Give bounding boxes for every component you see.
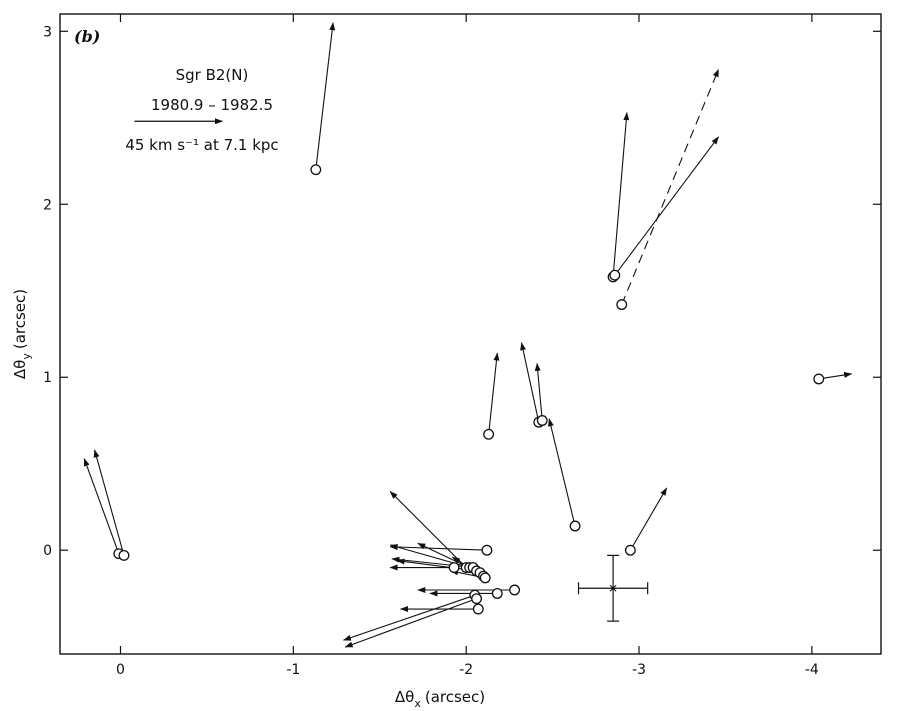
maser-spot-5 bbox=[616, 299, 628, 311]
y-tick-label-1: 1 bbox=[43, 370, 52, 386]
maser-spot-1 bbox=[118, 549, 130, 561]
x-tick-label-1: -1 bbox=[286, 662, 300, 678]
maser-spot-24 bbox=[471, 593, 482, 605]
motion-vector-11 bbox=[629, 487, 668, 551]
motion-vector-8 bbox=[534, 362, 543, 421]
motion-vector-7 bbox=[520, 342, 540, 423]
x-axis-title: Δθx (arcsec) bbox=[395, 688, 485, 710]
maser-spot-2 bbox=[310, 164, 322, 176]
x-tick-label-2: -2 bbox=[459, 662, 473, 678]
maser-spot-10 bbox=[813, 373, 825, 385]
annotation-epoch: 1980.9 – 1982.5 bbox=[151, 96, 273, 114]
motion-vector-10 bbox=[818, 371, 853, 380]
maser-spot-11 bbox=[624, 544, 636, 556]
maser-spot-19 bbox=[448, 562, 460, 573]
motion-vector-12 bbox=[389, 544, 487, 551]
plot-frame bbox=[59, 13, 882, 655]
motion-vector-24 bbox=[344, 598, 477, 648]
annotation-scale: 45 km s⁻¹ at 7.1 kpc bbox=[125, 136, 278, 154]
maser-spot-8 bbox=[536, 415, 548, 426]
motion-vector-6 bbox=[488, 352, 500, 435]
motion-vector-1 bbox=[93, 449, 125, 556]
maser-spot-12 bbox=[481, 544, 493, 556]
maser-spot-21 bbox=[491, 588, 503, 599]
y-tick-label-2: 2 bbox=[43, 197, 52, 213]
chart-overlay bbox=[134, 118, 649, 622]
y-tick-label-3: 3 bbox=[43, 24, 52, 40]
x-tick-label-3: -3 bbox=[632, 662, 646, 678]
maser-spot-6 bbox=[483, 428, 495, 440]
motion-vector-0 bbox=[83, 458, 120, 554]
motion-vector-23 bbox=[342, 594, 475, 641]
maser-spot-25 bbox=[472, 603, 484, 615]
maser-spot-9 bbox=[569, 520, 581, 532]
motion-vector-9 bbox=[547, 418, 576, 527]
data-marks bbox=[83, 22, 853, 648]
panel-label: (b) bbox=[74, 27, 100, 46]
motion-vector-13 bbox=[389, 491, 467, 568]
motion-vector-3 bbox=[612, 112, 630, 277]
x-tick-label-0: 0 bbox=[116, 662, 125, 678]
motion-vector-4 bbox=[614, 136, 719, 276]
maser-spot-22 bbox=[509, 584, 521, 596]
annotation-source: Sgr B2(N) bbox=[176, 66, 249, 84]
y-axis-title: Δθy(arcsec) bbox=[11, 289, 33, 379]
y-tick-label-0: 0 bbox=[43, 543, 52, 559]
motion-vector-2 bbox=[315, 22, 336, 170]
motion-vector-5 bbox=[621, 68, 720, 305]
error-center-mark-b bbox=[609, 584, 617, 592]
motion-vector-15 bbox=[391, 556, 474, 569]
maser-spot-4 bbox=[609, 269, 621, 281]
x-tick-label-4: -4 bbox=[805, 662, 819, 678]
axis-ticks: 0 -1 -2 -3 -4 0 1 2 3 bbox=[43, 14, 881, 678]
annotation-block: Sgr B2(N) 1980.9 – 1982.5 45 km s⁻¹ at 7… bbox=[125, 66, 278, 154]
maser-spot-20 bbox=[479, 572, 491, 584]
